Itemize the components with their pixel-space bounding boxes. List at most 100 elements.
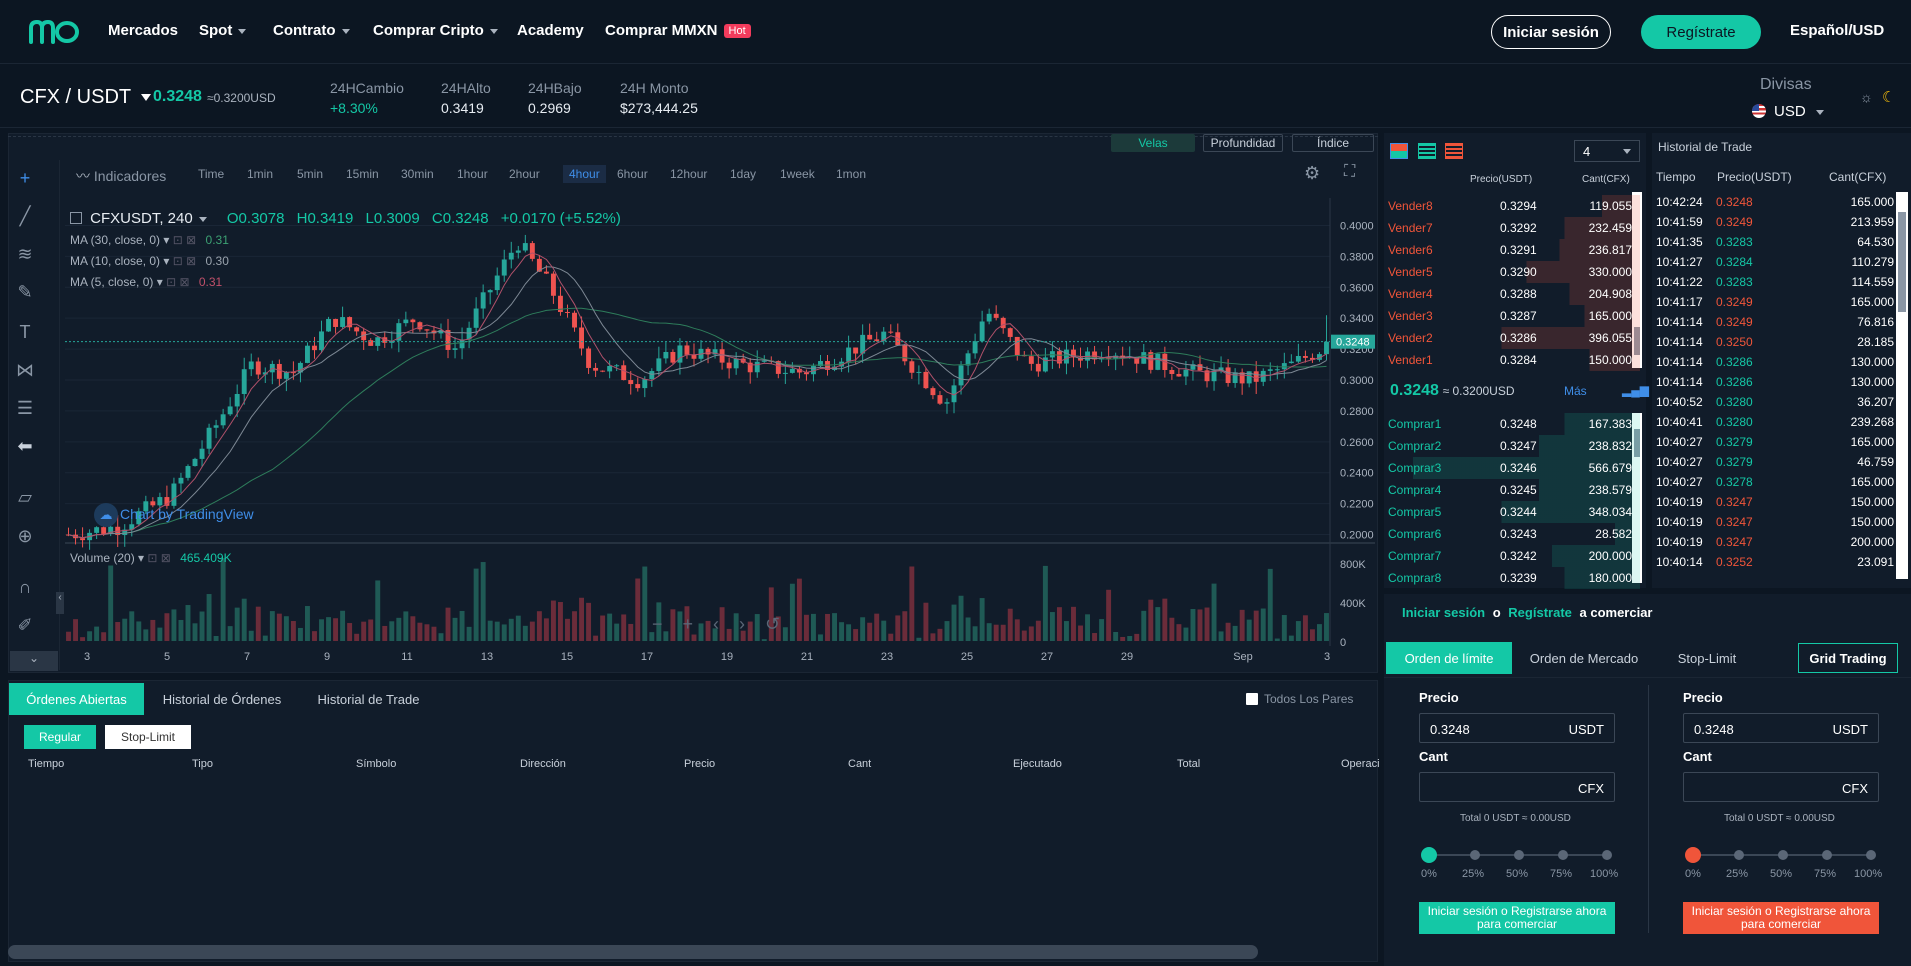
- settings-icon[interactable]: ⚙: [1304, 163, 1321, 183]
- buy-order-row[interactable]: Comprar6 0.3243 28.582: [1388, 523, 1640, 545]
- fib-icon[interactable]: ≋: [17, 244, 33, 264]
- candlestick-chart[interactable]: 0.40000.38000.36000.34000.32000.30000.28…: [65, 198, 1375, 668]
- timeframe-1min[interactable]: 1min: [247, 167, 274, 181]
- timeframe-time[interactable]: Time: [198, 167, 225, 181]
- fullscreen-icon[interactable]: ⛶: [1344, 163, 1356, 180]
- collapse-legend-icon[interactable]: [70, 212, 82, 224]
- tab-profundidad[interactable]: Profundidad: [1203, 134, 1283, 152]
- nav-mercados[interactable]: Mercados: [108, 22, 179, 39]
- register-button[interactable]: Regístrate: [1641, 15, 1761, 49]
- trendline-icon[interactable]: ╱: [19, 206, 31, 226]
- register-link[interactable]: Regístrate: [1508, 605, 1572, 620]
- tab-stop-limit[interactable]: Stop-Limit: [1677, 650, 1737, 666]
- scroll-thumb[interactable]: [1634, 429, 1640, 457]
- buy-login-button[interactable]: Iniciar sesión o Registrarse ahora para …: [1419, 902, 1615, 934]
- tab-grid-trading[interactable]: Grid Trading: [1798, 643, 1898, 673]
- sell-order-row[interactable]: Vender7 0.3292 232.459: [1388, 217, 1640, 239]
- tab-open-orders[interactable]: Órdenes Abiertas: [9, 683, 144, 715]
- magnet-icon[interactable]: ∩: [18, 577, 32, 597]
- login-button[interactable]: Iniciar sesión: [1491, 15, 1611, 49]
- sell-order-row[interactable]: Vender1 0.3284 150.000: [1388, 349, 1640, 371]
- tab-order-history[interactable]: Historial de Órdenes: [162, 691, 282, 707]
- ma10-legend[interactable]: MA (10, close, 0) ▾ ⊡ ⊠ 0.30: [70, 254, 229, 268]
- book-sell-icon[interactable]: [1445, 143, 1464, 159]
- timeframe-5min[interactable]: 5min: [297, 167, 324, 181]
- buy-slider-dot[interactable]: [1558, 850, 1568, 860]
- nav-academy[interactable]: Academy: [517, 22, 584, 39]
- pair-selector[interactable]: CFX / USDT: [20, 86, 152, 109]
- chart-nav-controls[interactable]: −+‹›↺: [652, 614, 800, 635]
- pattern-icon[interactable]: ⋈: [16, 360, 34, 380]
- legend-symbol[interactable]: CFXUSDT, 240: [90, 210, 193, 227]
- sell-slider-dot[interactable]: [1822, 850, 1832, 860]
- reset-icon[interactable]: ↺: [765, 614, 801, 634]
- ma5-legend[interactable]: MA (5, close, 0) ▾ ⊡ ⊠ 0.31: [70, 275, 223, 289]
- buy-scrollbar[interactable]: [1632, 413, 1642, 583]
- nav-spot[interactable]: Spot: [199, 22, 247, 39]
- book-buy-icon[interactable]: [1417, 143, 1436, 159]
- tab-velas[interactable]: Velas: [1111, 134, 1195, 152]
- all-pairs-toggle[interactable]: Todos Los Pares: [1246, 692, 1353, 706]
- tab-limit-order[interactable]: Orden de límite: [1386, 642, 1512, 674]
- trade-scrollbar[interactable]: [1896, 192, 1908, 579]
- measure-icon[interactable]: ☰: [16, 398, 34, 418]
- timeframe-1day[interactable]: 1day: [730, 167, 757, 181]
- timeframe-1hour[interactable]: 1hour: [457, 167, 488, 181]
- timeframe-15min[interactable]: 15min: [346, 167, 379, 181]
- tab-market-order[interactable]: Orden de Mercado: [1529, 650, 1639, 666]
- sell-slider-dot[interactable]: [1866, 850, 1876, 860]
- timeframe-2hour[interactable]: 2hour: [509, 167, 540, 181]
- sun-icon[interactable]: ☼: [1860, 89, 1873, 105]
- scroll-left-icon[interactable]: ‹: [713, 614, 740, 634]
- sell-order-row[interactable]: Vender3 0.3287 165.000: [1388, 305, 1640, 327]
- buy-order-row[interactable]: Comprar4 0.3245 238.579: [1388, 479, 1640, 501]
- ma30-legend[interactable]: MA (30, close, 0) ▾ ⊡ ⊠ 0.31: [70, 233, 229, 247]
- zoom-icon[interactable]: ⊕: [17, 526, 33, 546]
- sell-login-button[interactable]: Iniciar sesión o Registrarse ahora para …: [1683, 902, 1879, 934]
- moon-icon[interactable]: ☾: [1882, 89, 1896, 106]
- checkbox[interactable]: [1246, 693, 1258, 705]
- bar-chart-icon[interactable]: ▂▄▆: [1622, 383, 1649, 397]
- buy-order-row[interactable]: Comprar7 0.3242 200.000: [1388, 545, 1640, 567]
- zoom-out-icon[interactable]: −: [652, 614, 683, 634]
- volume-legend[interactable]: Volume (20) ▾ ⊡ ⊠ 465.409K: [70, 551, 232, 565]
- timeframe-4hour[interactable]: 4hour: [563, 165, 606, 183]
- sell-order-row[interactable]: Vender2 0.3286 396.055: [1388, 327, 1640, 349]
- buy-order-row[interactable]: Comprar5 0.3244 348.034: [1388, 501, 1640, 523]
- more-link[interactable]: Más: [1564, 384, 1587, 398]
- timeframe-1week[interactable]: 1week: [780, 167, 815, 181]
- sell-order-row[interactable]: Vender4 0.3288 204.908: [1388, 283, 1640, 305]
- login-link[interactable]: Iniciar sesión: [1402, 605, 1486, 620]
- tab-indice[interactable]: Índice: [1292, 134, 1374, 152]
- sell-scrollbar[interactable]: [1632, 192, 1642, 368]
- subtab-regular[interactable]: Regular: [24, 725, 96, 749]
- sell-slider-dot[interactable]: [1734, 850, 1744, 860]
- buy-order-row[interactable]: Comprar1 0.3248 167.383: [1388, 413, 1640, 435]
- tradingview-attribution[interactable]: ☁ Chart by TradingView: [94, 503, 254, 527]
- language-selector[interactable]: Español/USD: [1790, 22, 1885, 39]
- sell-qty-input[interactable]: CFX: [1683, 772, 1879, 802]
- timeframe-6hour[interactable]: 6hour: [617, 167, 648, 181]
- sell-order-row[interactable]: Vender8 0.3294 119.055: [1388, 195, 1640, 217]
- text-icon[interactable]: T: [19, 322, 31, 342]
- buy-qty-input[interactable]: CFX: [1419, 772, 1615, 802]
- scroll-right-icon[interactable]: ›: [739, 614, 766, 634]
- buy-price-input[interactable]: 0.3248 USDT: [1419, 713, 1615, 743]
- buy-slider-dot[interactable]: [1470, 850, 1480, 860]
- buy-order-row[interactable]: Comprar2 0.3247 238.832: [1388, 435, 1640, 457]
- book-both-icon[interactable]: [1390, 143, 1408, 159]
- timeframe-30min[interactable]: 30min: [401, 167, 434, 181]
- zoom-in-icon[interactable]: +: [682, 614, 714, 634]
- buy-order-row[interactable]: Comprar8 0.3239 180.000: [1388, 567, 1640, 589]
- collapse-toolbar-icon[interactable]: ⌄: [10, 651, 58, 671]
- back-arrow-icon[interactable]: ⬅: [17, 436, 33, 456]
- collapse-arrow-icon[interactable]: ‹: [56, 592, 64, 614]
- scroll-thumb[interactable]: [1634, 327, 1640, 355]
- lock-draw-icon[interactable]: ✐: [17, 615, 33, 635]
- brush-icon[interactable]: ✎: [17, 282, 33, 302]
- timeframe-1mon[interactable]: 1mon: [836, 167, 867, 181]
- timeframe-12hour[interactable]: 12hour: [670, 167, 708, 181]
- nav-comprar-mmxn[interactable]: Comprar MMXN Hot: [605, 22, 751, 39]
- brand-logo[interactable]: [28, 18, 80, 53]
- buy-slider-dot[interactable]: [1514, 850, 1524, 860]
